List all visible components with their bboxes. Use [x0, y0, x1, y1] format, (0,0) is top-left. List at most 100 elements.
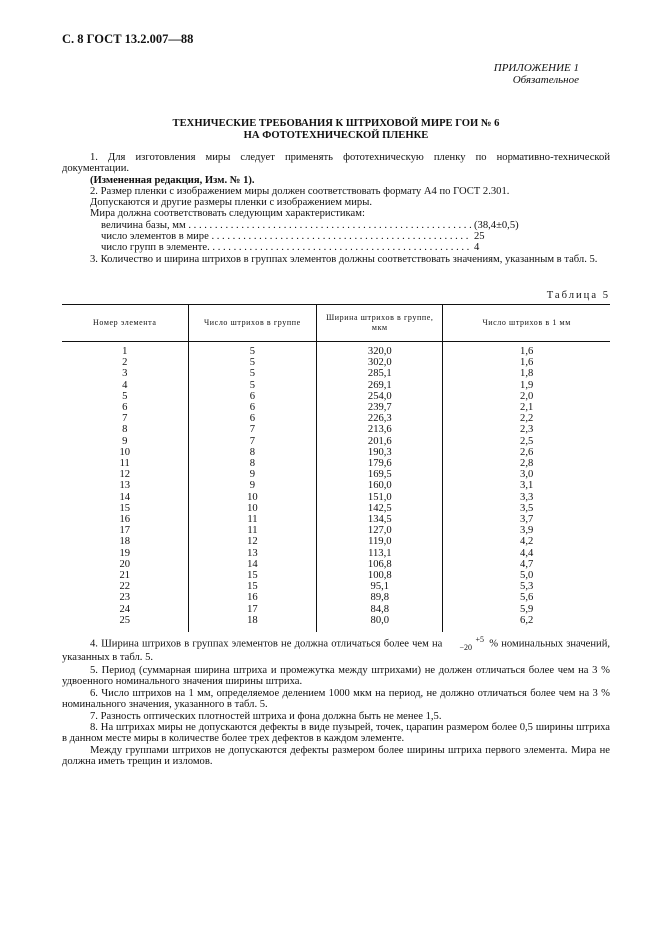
table-cell: 4,7	[442, 558, 610, 571]
table-cell: 7	[122, 413, 128, 425]
table-cell: 2,8	[442, 458, 610, 470]
table-row: 1 5 320,0 1,6	[62, 341, 610, 358]
table-row: 17 11 127,0 3,9	[62, 525, 610, 537]
table-cell: 80,0	[316, 614, 443, 633]
table-row: 18 12 119,0 4,2	[62, 536, 610, 548]
table-cell: 13	[187, 547, 317, 559]
table-cell: 12	[119, 469, 131, 481]
table-cell: 9	[187, 469, 317, 481]
table-cell: 190,3	[316, 446, 443, 459]
table-cell: 127,0	[316, 525, 443, 537]
table-cell: 16	[119, 514, 131, 526]
table-cell: 6	[122, 402, 128, 414]
table-cell: 11	[119, 458, 130, 470]
table-cell: 5	[187, 368, 317, 380]
paragraph-8: 8. На штрихах миры не допускаются дефект…	[62, 722, 610, 745]
table-cell: 5	[187, 357, 317, 369]
table-cell: 5	[122, 390, 128, 402]
table-cell: 12	[187, 536, 317, 548]
table-cell: 1	[122, 346, 128, 357]
table-row: 4 5 269,1 1,9	[62, 379, 610, 391]
tolerance-upper: +5	[475, 635, 485, 644]
table-cell: 2	[122, 357, 128, 369]
table-cell: 89,8	[316, 592, 443, 604]
table-cell: 13	[119, 480, 131, 492]
table-cell: 254,0	[316, 390, 443, 403]
tolerance-lower: −20	[459, 643, 473, 652]
paragraph-2b: Допускаются и другие размеры пленки с из…	[90, 197, 372, 208]
table-cell: 7	[187, 424, 317, 436]
table-cell: 4,2	[442, 536, 610, 548]
table-row: 10 8 190,3 2,6	[62, 446, 610, 459]
table-cell: 134,5	[316, 514, 443, 526]
characteristic-label: число групп в элементе. . . . . . . . . …	[101, 242, 471, 253]
table-cell: 239,7	[316, 402, 443, 414]
table-cell: 6	[187, 402, 317, 414]
table-cell: 10	[187, 502, 317, 515]
table-cell: 2,2	[442, 413, 610, 425]
document-title: ТЕХНИЧЕСКИЕ ТРЕБОВАНИЯ К ШТРИХОВОЙ МИРЕ …	[62, 118, 610, 141]
table-cell: 113,1	[316, 547, 443, 559]
table-cell: 151,0	[316, 491, 443, 503]
table-cell: 285,1	[316, 368, 443, 380]
table-row: 2 5 302,0 1,6	[62, 357, 610, 369]
table-cell: 6	[187, 413, 317, 425]
title-line-2: НА ФОТОТЕХНИЧЕСКОЙ ПЛЕНКЕ	[243, 129, 429, 141]
table-cell: 213,6	[316, 424, 443, 436]
table-cell: 18	[119, 536, 131, 548]
appendix-subtitle: Обязательное	[512, 74, 579, 86]
table-cell: 15	[119, 502, 131, 514]
title-line-1: ТЕХНИЧЕСКИЕ ТРЕБОВАНИЯ К ШТРИХОВОЙ МИРЕ …	[172, 118, 500, 129]
paragraph-5: 5. Период (суммарная ширина штриха и про…	[62, 665, 610, 688]
table-cell: 100,8	[316, 570, 443, 582]
table-row: 3 5 285,1 1,8	[62, 368, 610, 380]
characteristic-value: 25	[474, 231, 485, 242]
table-cell: 3	[122, 368, 128, 380]
table-cell: 2,3	[442, 424, 610, 436]
table-cell: 4	[122, 379, 128, 391]
paragraph-6: 6. Число штрихов на 1 мм, определяемое д…	[62, 688, 610, 711]
table-cell: 106,8	[316, 558, 443, 571]
table-header-row: Номер элемента Число штрихов в группе Ши…	[62, 304, 610, 342]
table-cell: 16	[187, 592, 317, 604]
table-cell: 1,8	[442, 368, 610, 380]
table-cell: 302,0	[316, 357, 443, 369]
table-row: 19 13 113,1 4,4	[62, 547, 610, 559]
table-cell: 160,0	[316, 480, 443, 492]
table-cell: 21	[119, 570, 131, 582]
table-cell: 20	[119, 558, 131, 570]
table-cell: 15	[187, 570, 317, 582]
table-cell: 3,9	[442, 525, 610, 537]
column-header: Число штрихов в 1 мм	[442, 304, 610, 342]
table-cell: 2,0	[442, 390, 610, 403]
characteristic-label: число элементов в мире . . . . . . . . .…	[101, 231, 471, 242]
table-cell: 6,2	[442, 614, 610, 633]
appendix-title: ПРИЛОЖЕНИЕ 1	[493, 62, 579, 74]
table-cell: 25	[119, 614, 131, 626]
paragraph-3: 3. Количество и ширина штрихов в группах…	[90, 254, 598, 265]
table-cell: 5	[187, 341, 317, 358]
table-cell: 17	[187, 603, 317, 615]
table-cell: 3,7	[442, 514, 610, 526]
table-row: 20 14 106,8 4,7	[62, 558, 610, 571]
table-cell: 2,6	[442, 446, 610, 459]
table-cell: 24	[119, 603, 131, 615]
table-cell: 10	[119, 446, 131, 458]
paragraph-4-text-end: % номинальных значений, указанных в табл…	[62, 638, 611, 663]
table-cell: 84,8	[316, 603, 443, 615]
table-cell: 18	[187, 614, 317, 633]
table-cell: 5,3	[442, 581, 610, 593]
appendix-label: ПРИЛОЖЕНИЕ 1 Обязательное	[494, 62, 579, 86]
table-cell: 95,1	[316, 581, 443, 593]
table-cell: 2,5	[442, 435, 610, 447]
paragraph-4-text: 4. Ширина штрихов в группах элементов не…	[90, 638, 443, 650]
table-cell: 10	[187, 491, 317, 503]
table-row: 21 15 100,8 5,0	[62, 570, 610, 582]
table-cell: 11	[187, 525, 317, 537]
table-cell: 14	[187, 558, 317, 571]
amendment-note: (Измененная редакция, Изм. № 1).	[90, 175, 255, 186]
table-cell: 1,9	[442, 379, 610, 391]
table-row: 24 17 84,8 5,9	[62, 603, 610, 615]
characteristic-value: 4	[474, 242, 480, 253]
table-caption: Таблица 5	[546, 290, 610, 301]
